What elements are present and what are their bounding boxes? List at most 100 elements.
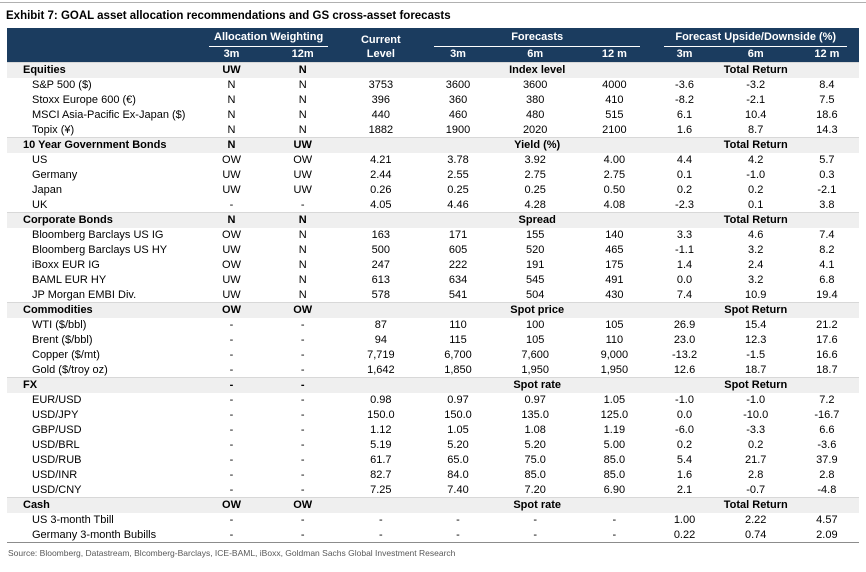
upside-6m-cell: -1.0 bbox=[746, 393, 766, 406]
current-level-cell: 7.25 bbox=[370, 483, 392, 496]
upside-12m-cell: -3.6 bbox=[817, 438, 837, 451]
forecast-12m-cell: 85.0 bbox=[603, 453, 626, 466]
forecast-3m-cell: 7.40 bbox=[447, 483, 469, 496]
upside-6m-cell: 0.2 bbox=[748, 183, 764, 196]
forecast-3m-cell: 4.46 bbox=[447, 198, 469, 211]
upside-6m-cell: 10.9 bbox=[744, 288, 767, 301]
current-level-cell: 613 bbox=[371, 273, 391, 286]
current-level-cell: 4.05 bbox=[370, 198, 392, 211]
weight-12m-cell: - bbox=[300, 318, 305, 331]
asset-row: US OW OW 4.21 3.78 3.92 4.00 4.4 4.2 5.7 bbox=[7, 153, 859, 168]
upside-12m-cell: 19.4 bbox=[816, 288, 838, 301]
upside-3m-cell: -13.2 bbox=[671, 348, 698, 361]
upside-3m-cell: 0.2 bbox=[676, 438, 693, 451]
asset-name-cell: Stoxx Europe 600 (€) bbox=[32, 93, 136, 106]
upside-3m-cell: -3.6 bbox=[675, 78, 694, 91]
weight-3m-cell: - bbox=[229, 318, 234, 331]
header-sub-row: 3m 12m Level 3m 6m 12 m 3m 6m 12 m bbox=[7, 47, 859, 63]
current-level-cell: 440 bbox=[371, 108, 391, 121]
section-current-spacer bbox=[339, 137, 422, 153]
forecast-12m-cell: 430 bbox=[605, 288, 624, 301]
section-label: Commodities bbox=[7, 302, 198, 318]
forecast-12m-cell: 1,950 bbox=[600, 363, 629, 376]
forecast-12m-cell: 0.50 bbox=[603, 183, 626, 196]
weight-12m-cell: - bbox=[300, 348, 305, 361]
forecast-6m-cell: 75.0 bbox=[524, 453, 546, 466]
current-level-cell: 1,642 bbox=[367, 363, 395, 376]
upside-3m-cell: 0.0 bbox=[676, 273, 693, 286]
forecast-3m-cell: 2.55 bbox=[447, 168, 469, 181]
current-level-cell: 163 bbox=[371, 228, 391, 241]
weight-12m-cell: N bbox=[298, 228, 307, 241]
weight-3m-cell: UW bbox=[222, 183, 241, 196]
upside-3m-cell: 12.6 bbox=[673, 363, 696, 376]
forecast-3m-cell: 1,850 bbox=[444, 363, 472, 376]
weight-3m-cell: UW bbox=[222, 168, 241, 181]
section-label: 10 Year Government Bonds bbox=[7, 137, 198, 153]
forecast-6m-cell: 480 bbox=[526, 108, 545, 121]
upside-12m-cell: -2.1 bbox=[817, 183, 837, 196]
forecast-6m-cell: - bbox=[533, 528, 538, 541]
asset-name-cell: USD/CNY bbox=[32, 483, 82, 496]
asset-name-cell: WTI ($/bbl) bbox=[32, 318, 87, 331]
current-level-cell: 0.98 bbox=[370, 393, 392, 406]
asset-name-cell: USD/RUB bbox=[32, 453, 82, 466]
section-label: Equities bbox=[7, 62, 198, 78]
header-group-forecasts: Forecasts bbox=[421, 28, 653, 48]
weight-12m-cell: N bbox=[298, 123, 307, 136]
asset-name-cell: UK bbox=[32, 198, 48, 211]
header-group-row: Allocation Weighting Current Forecasts F… bbox=[7, 28, 859, 48]
weight-3m-cell: - bbox=[229, 513, 234, 526]
forecast-12m-cell: 4000 bbox=[602, 78, 627, 91]
upside-6m-cell: 21.7 bbox=[744, 453, 767, 466]
section-return-label: Spot Return bbox=[652, 377, 859, 393]
forecast-6m-cell: 1.08 bbox=[524, 423, 546, 436]
section-measure-label: Yield (%) bbox=[421, 137, 653, 153]
asset-row: WTI ($/bbl) - - 87 110 100 105 26.9 15.4 21.2 bbox=[7, 318, 859, 333]
asset-row: USD/JPY - - 150.0 150.0 135.0 125.0 0.0 -10.0 -16… bbox=[7, 408, 859, 423]
section-return-label: Total Return bbox=[652, 497, 859, 513]
asset-name-cell: BAML EUR HY bbox=[32, 273, 107, 286]
section-weight-12m: N bbox=[265, 62, 340, 78]
weight-12m-cell: OW bbox=[293, 153, 313, 166]
weight-12m-cell: - bbox=[300, 198, 305, 211]
asset-row: UK - - 4.05 4.46 4.28 4.08 -2.3 0.1 3.8 bbox=[7, 198, 859, 213]
current-level-cell: 0.26 bbox=[370, 183, 392, 196]
upside-3m-cell: 5.4 bbox=[676, 453, 693, 466]
forecast-6m-cell: 545 bbox=[526, 273, 545, 286]
weight-12m-cell: - bbox=[300, 483, 305, 496]
section-current-spacer bbox=[339, 377, 422, 393]
upside-12m-cell: 6.6 bbox=[819, 423, 835, 436]
asset-name-cell: EUR/USD bbox=[32, 393, 82, 406]
weight-12m-cell: - bbox=[300, 438, 305, 451]
asset-row: Brent ($/bbl) - - 94 115 105 110 23.0 12.3 17.6 bbox=[7, 333, 859, 348]
asset-row: GBP/USD - - 1.12 1.05 1.08 1.19 -6.0 -3.3 6.6 bbox=[7, 423, 859, 438]
upside-6m-cell: -3.3 bbox=[746, 423, 766, 436]
forecast-3m-cell: 0.25 bbox=[447, 183, 469, 196]
upside-12m-cell: 8.4 bbox=[819, 78, 835, 91]
forecast-6m-cell: 85.0 bbox=[524, 468, 546, 481]
upside-12m-cell: 7.5 bbox=[819, 93, 835, 106]
forecast-6m-cell: 504 bbox=[526, 288, 545, 301]
upside-6m-cell: -1.5 bbox=[746, 348, 766, 361]
forecast-6m-cell: - bbox=[533, 513, 538, 526]
section-weight-3m: UW bbox=[197, 62, 266, 78]
forecast-12m-cell: - bbox=[612, 513, 617, 526]
weight-12m-cell: - bbox=[300, 333, 305, 346]
upside-12m-cell: 8.2 bbox=[819, 243, 835, 256]
asset-name-cell: S&P 500 ($) bbox=[32, 78, 92, 91]
upside-12m-cell: 2.09 bbox=[816, 528, 838, 541]
upside-6m-cell: 0.74 bbox=[744, 528, 767, 541]
weight-3m-cell: - bbox=[229, 438, 234, 451]
upside-6m-cell: 8.7 bbox=[748, 123, 764, 136]
weight-12m-cell: N bbox=[298, 288, 307, 301]
asset-row: Japan UW UW 0.26 0.25 0.25 0.50 0.2 0.2 -2.1 bbox=[7, 183, 859, 198]
forecast-6m-cell: 5.20 bbox=[524, 438, 546, 451]
asset-row: US 3-month Tbill - - - - - - 1.00 2.22 4.57 bbox=[7, 513, 859, 528]
forecast-6m-cell: 7,600 bbox=[521, 348, 549, 361]
upside-3m-cell: 23.0 bbox=[673, 333, 696, 346]
weight-12m-cell: N bbox=[298, 273, 307, 286]
weight-3m-cell: - bbox=[229, 198, 234, 211]
upside-6m-cell: 12.3 bbox=[744, 333, 767, 346]
upside-6m-cell: -3.2 bbox=[746, 78, 766, 91]
